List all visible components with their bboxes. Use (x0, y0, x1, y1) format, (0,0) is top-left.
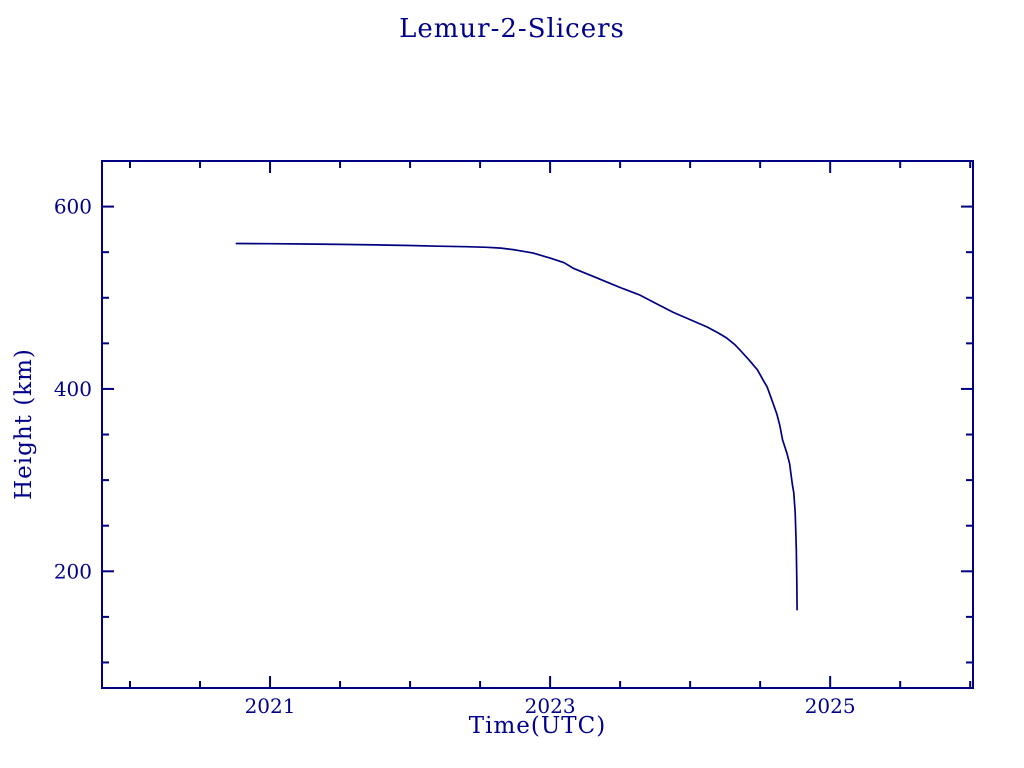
chart-title: Lemur-2-Slicers (399, 14, 625, 44)
y-tick-label: 600 (54, 195, 92, 219)
x-tick-label: 2023 (525, 694, 576, 718)
y-tick-label: 200 (54, 559, 92, 583)
x-tick-label: 2021 (245, 694, 296, 718)
x-tick-label: 2025 (805, 694, 856, 718)
axis-tick-labels: 2021 2023 2025 200 400 600 (54, 195, 856, 718)
y-tick-label: 400 (54, 377, 92, 401)
plot-frame (101, 160, 974, 689)
axis-tick-marks (102, 161, 973, 688)
height-series-line (235, 242, 798, 611)
x-axis-label: Time(UTC) (468, 713, 607, 739)
